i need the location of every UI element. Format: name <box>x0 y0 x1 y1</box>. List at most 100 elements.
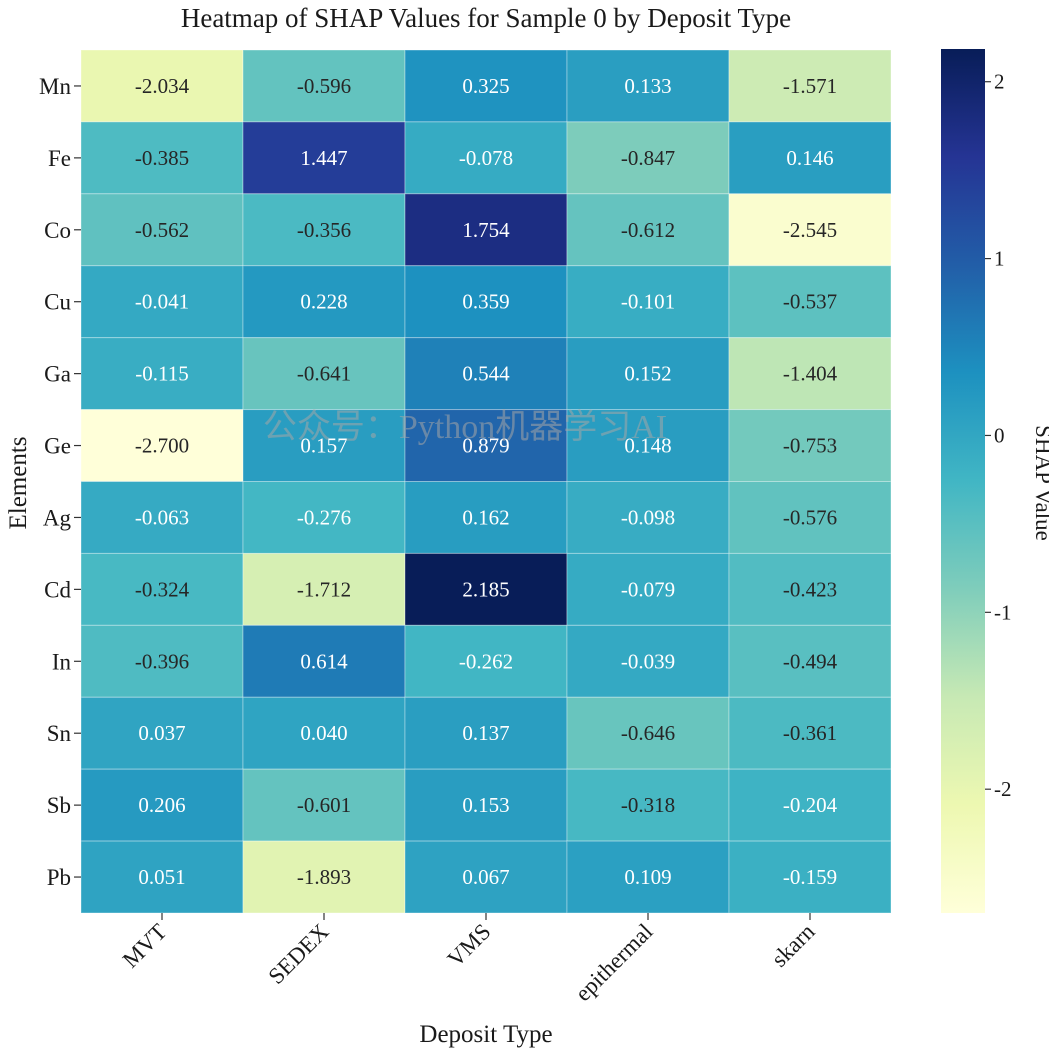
cell-value-label: -0.641 <box>297 362 351 386</box>
heatmap-cell <box>404 409 568 483</box>
y-tick-label: Ga <box>44 362 71 387</box>
heatmap-cell <box>404 552 568 626</box>
heatmap-cell <box>728 121 892 195</box>
y-tick-label: Pb <box>47 865 71 890</box>
cell-value-label: -0.601 <box>297 793 351 817</box>
heatmap-cell <box>404 265 568 339</box>
cell-value-label: 0.544 <box>462 362 510 386</box>
heatmap-cell <box>566 840 730 914</box>
cell-value-label: -1.404 <box>783 362 838 386</box>
heatmap-cell <box>566 193 730 267</box>
cell-value-label: 0.359 <box>462 290 509 314</box>
cell-value-label: -0.041 <box>135 290 189 314</box>
cell-value-label: -0.204 <box>783 793 838 817</box>
heatmap-cell <box>80 49 244 123</box>
cell-value-label: 0.109 <box>624 865 671 889</box>
cell-value-label: 0.152 <box>624 362 671 386</box>
heatmap-cell <box>728 337 892 411</box>
colorbar: 2 1 0 -1 -2 <box>941 49 1012 913</box>
y-tick-label: Fe <box>48 146 71 171</box>
heatmap-cell <box>242 840 406 914</box>
cell-value-label: -0.039 <box>621 649 675 673</box>
cell-value-label: -0.356 <box>297 218 351 242</box>
cell-value-label: -2.545 <box>783 218 837 242</box>
x-tick-label: SEDEX <box>263 919 333 989</box>
y-tick-label: Mn <box>39 74 71 99</box>
heatmap-cell <box>728 696 892 770</box>
cell-value-label: -1.712 <box>297 577 351 601</box>
heatmap-cell <box>242 193 406 267</box>
heatmap-cell <box>728 265 892 339</box>
cell-value-label: 0.614 <box>300 649 348 673</box>
cell-value-label: -0.537 <box>783 290 837 314</box>
cell-value-label: 0.067 <box>462 865 509 889</box>
y-axis-label: Elements <box>5 436 32 529</box>
cell-value-label: 0.148 <box>624 434 671 458</box>
cell-value-label: 0.051 <box>138 865 185 889</box>
heatmap-cell <box>404 193 568 267</box>
cell-value-label: -0.063 <box>135 505 189 529</box>
heatmap-cell <box>566 696 730 770</box>
heatmap-cell <box>80 121 244 195</box>
cell-value-label: 0.153 <box>462 793 509 817</box>
heatmap-cell <box>728 409 892 483</box>
cell-value-label: 0.206 <box>138 793 185 817</box>
cell-value-label: -0.396 <box>135 649 189 673</box>
colorbar-tick-label: 2 <box>994 70 1005 94</box>
heatmap-cells <box>80 49 892 914</box>
heatmap-cell <box>80 337 244 411</box>
x-tick-label: MVT <box>118 919 172 973</box>
colorbar-tick-label: -2 <box>994 777 1012 801</box>
cell-value-label: -0.079 <box>621 577 675 601</box>
x-tick-label: skarn <box>767 919 820 972</box>
cell-value-label: -0.646 <box>621 721 675 745</box>
cell-value-label: -0.576 <box>783 505 837 529</box>
y-tick-label: Ag <box>43 505 72 530</box>
y-tick-label: Co <box>44 218 71 243</box>
heatmap-cell <box>404 624 568 698</box>
cell-value-label: -0.262 <box>459 649 513 673</box>
cell-value-label: 0.879 <box>462 434 509 458</box>
heatmap-cell <box>566 265 730 339</box>
colorbar-tick-label: 0 <box>994 423 1005 447</box>
colorbar-tick-label: 1 <box>994 247 1005 271</box>
cell-value-label: 1.754 <box>462 218 510 242</box>
y-tick-label: Cd <box>44 577 71 602</box>
heatmap-cell <box>404 49 568 123</box>
cell-value-label: 0.040 <box>300 721 347 745</box>
heatmap-cell <box>80 481 244 554</box>
chart-title: Heatmap of SHAP Values for Sample 0 by D… <box>181 3 791 33</box>
y-tick-label: Sb <box>47 793 71 818</box>
cell-value-label: 0.137 <box>462 721 509 745</box>
x-tick-label: epithermal <box>570 919 657 1006</box>
y-tick-label: Sn <box>47 721 72 746</box>
heatmap-cell <box>80 768 244 842</box>
cell-value-label: -0.324 <box>135 577 190 601</box>
cell-value-label: 0.157 <box>300 434 347 458</box>
watermark-text: 公众号：Python机器学习AI <box>263 408 667 446</box>
cell-value-label: -1.571 <box>783 74 837 98</box>
colorbar-label: SHAP Value <box>1031 425 1049 541</box>
y-tick-label: Cu <box>44 290 71 315</box>
y-axis: Mn Fe Co Cu Ga Ge Ag Cd In Sn Sb Pb <box>39 74 81 890</box>
cell-value-label: -0.318 <box>621 793 675 817</box>
heatmap-cell <box>566 409 730 483</box>
heatmap-cell <box>242 552 406 626</box>
cell-value-label: -2.700 <box>135 434 189 458</box>
cell-value-label: 0.162 <box>462 505 509 529</box>
heatmap-cell <box>728 624 892 698</box>
cell-value-label: -0.562 <box>135 218 189 242</box>
heatmap-cell <box>242 696 406 770</box>
cell-value-label: -0.612 <box>621 218 675 242</box>
colorbar-gradient <box>941 49 985 913</box>
heatmap-cell <box>728 768 892 842</box>
cell-value-label: 0.325 <box>462 74 509 98</box>
cell-value-label: -0.078 <box>459 146 513 170</box>
heatmap-cell-labels: -2.034 -0.596 0.325 0.133 -1.571 -0.385 1.447 -… <box>135 74 838 889</box>
colorbar-tick-label: -1 <box>994 600 1012 624</box>
cell-value-label: -0.159 <box>783 865 837 889</box>
cell-value-label: 0.146 <box>786 146 833 170</box>
heatmap-cell <box>728 193 892 267</box>
heatmap-cell <box>566 49 730 123</box>
